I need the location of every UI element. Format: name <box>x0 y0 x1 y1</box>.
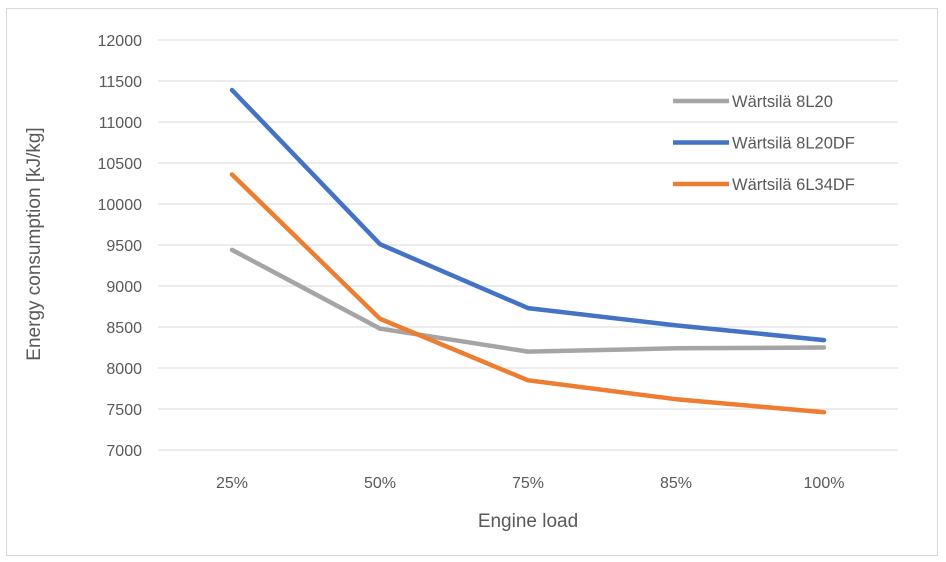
x-axis-title: Engine load <box>478 511 578 532</box>
x-tick-label: 75% <box>512 475 544 492</box>
legend-item: Wärtsilä 8L20DF <box>673 135 855 153</box>
y-axis-title: Energy consumption [kJ/kg] <box>24 127 45 360</box>
x-tick-label: 50% <box>364 475 396 492</box>
y-tick-label: 9000 <box>106 279 142 296</box>
y-tick-label: 11000 <box>99 115 142 132</box>
legend-label: Wärtsilä 8L20 <box>732 93 833 111</box>
legend-label: Wärtsilä 8L20DF <box>732 135 855 153</box>
x-tick-label: 25% <box>216 475 248 492</box>
y-tick-label: 12000 <box>98 33 143 50</box>
y-tick-label: 7500 <box>106 402 142 419</box>
y-tick-label: 10500 <box>98 156 143 173</box>
x-axis-ticks: 25% 50% 75% 85% 100% <box>216 475 844 492</box>
y-tick-label: 11500 <box>99 74 142 91</box>
legend-label: Wärtsilä 6L34DF <box>732 176 855 194</box>
y-tick-label: 9500 <box>106 238 142 255</box>
x-tick-label: 85% <box>660 475 692 492</box>
series-line-2 <box>229 87 827 343</box>
y-tick-label: 7000 <box>106 443 142 460</box>
legend-item: Wärtsilä 6L34DF <box>673 176 855 194</box>
y-tick-label: 8000 <box>106 361 142 378</box>
y-axis-ticks: 7000 7500 8000 8500 9000 9500 10000 10500 11000 1… <box>98 33 143 460</box>
legend: Wärtsilä 8L20 Wärtsilä 8L20DF Wärtsilä 6L3… <box>673 93 855 194</box>
gridlines <box>158 39 898 451</box>
y-tick-label: 8500 <box>106 320 142 337</box>
series-line-3 <box>229 172 827 415</box>
series-lines <box>229 87 827 415</box>
legend-item: Wärtsilä 8L20 <box>673 93 833 111</box>
x-tick-label: 100% <box>804 475 845 492</box>
y-tick-label: 10000 <box>98 197 143 214</box>
series-line-1 <box>229 247 827 354</box>
